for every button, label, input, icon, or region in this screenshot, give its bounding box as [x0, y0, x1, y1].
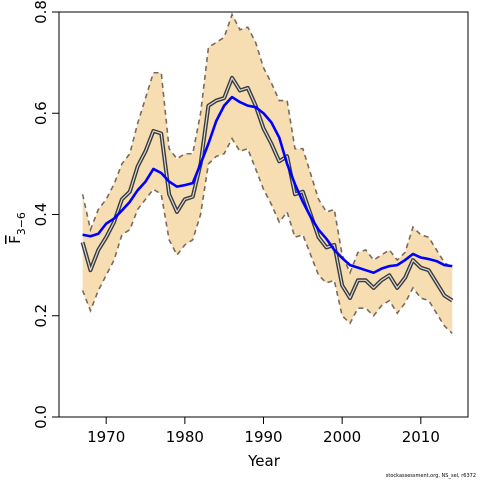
y-axis-title-subscript: 3−6	[15, 212, 28, 235]
y-axis: 0.0 0.2 0.4 0.6 0.8	[32, 0, 59, 429]
y-tick-label: 0.8	[32, 0, 50, 24]
svg-text:F3−6: F3−6	[6, 212, 28, 244]
x-axis: 1970 1980 1990 2000 2010	[87, 417, 440, 446]
x-tick-label: 1990	[244, 428, 282, 446]
x-tick-label: 2000	[323, 428, 361, 446]
x-axis-title: Year	[247, 452, 281, 470]
x-tick-label: 1970	[87, 428, 125, 446]
plot-area	[80, 12, 454, 335]
estimate-line-core	[82, 77, 453, 302]
upper-bound-line	[81, 12, 453, 275]
y-tick-label: 0.2	[32, 304, 50, 328]
y-axis-title-main: F	[6, 235, 24, 244]
trend-line	[82, 95, 453, 275]
y-tick-label: 0.0	[32, 405, 50, 429]
confidence-band	[82, 14, 453, 334]
y-tick-label: 0.4	[32, 203, 50, 227]
credit-text: stockassessment.org, NS_sel, r6372	[386, 473, 476, 479]
x-tick-label: 1980	[166, 428, 204, 446]
y-tick-label: 0.6	[32, 101, 50, 125]
x-tick-label: 2010	[402, 428, 440, 446]
y-axis-title: F3−6	[6, 212, 28, 244]
lower-bound-line	[81, 136, 453, 335]
